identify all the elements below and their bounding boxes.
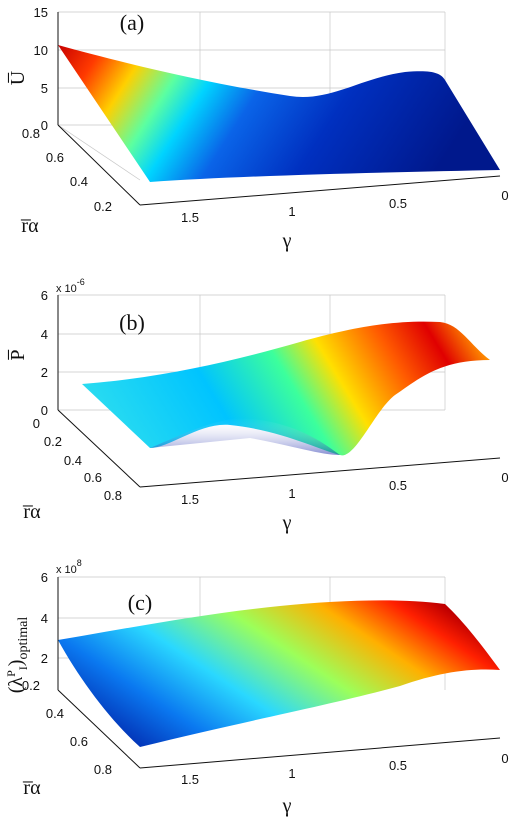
panel-c-z-tick: 2 — [41, 651, 48, 666]
panel-b-x-tick: 0.5 — [389, 478, 407, 493]
panel-a-z-label: U̅ — [7, 70, 29, 85]
panel-a-x-tick: 1 — [288, 204, 295, 219]
panel-c-x-tick: 0.5 — [389, 758, 407, 773]
panel-a-z-tick: 15 — [34, 5, 48, 20]
panel-b-y-tick: 0.4 — [64, 453, 82, 468]
panel-c-x-tick: 0 — [501, 751, 508, 766]
panel-a-y-tick: 0.6 — [46, 150, 64, 165]
panel-a-x-tick: 0 — [501, 188, 508, 203]
panel-b-surface — [82, 321, 490, 456]
panel-c-y-tick: 0.8 — [94, 762, 112, 777]
panel-c-x-tick: 1.5 — [181, 772, 199, 787]
panel-a-z-tick: 5 — [41, 81, 48, 96]
panel-a-x-tick: 0.5 — [389, 196, 407, 211]
panel-b-z-tick: 6 — [41, 288, 48, 303]
panel-b-x-tick: 1 — [288, 486, 295, 501]
panel-a-y-tick: 0.4 — [70, 174, 88, 189]
panel-b-y-tick: 0.8 — [104, 488, 122, 503]
panel-c-exponent: x 108 — [56, 558, 82, 576]
panel-a-y-tick: 0.8 — [22, 126, 40, 141]
panel-a-z-tick: 10 — [34, 43, 48, 58]
panel-c: 6 4 2 0.2 0.4 0.6 0.8 1.5 1 0.5 0 x 108 … — [4, 558, 509, 817]
panel-a: 15 10 5 0 0.8 0.6 0.4 0.2 1.5 1 0.5 0 U̅… — [7, 5, 509, 252]
panel-a-label: (a) — [120, 10, 144, 35]
panel-b-z-label: P̅ — [7, 349, 29, 361]
panel-b-exponent: x 10-6 — [56, 277, 85, 295]
panel-a-y-label: r̅α — [20, 215, 39, 237]
panel-b: 6 4 2 0 0 0.2 0.4 0.6 0.8 1.5 1 0.5 0 x … — [7, 277, 509, 534]
panel-c-x-label: γ — [282, 795, 292, 817]
panel-a-x-tick: 1.5 — [181, 210, 199, 225]
panel-b-x-label: γ — [282, 512, 292, 534]
panel-c-label: (c) — [128, 590, 152, 615]
panel-b-surface-shade — [150, 418, 340, 455]
panel-b-y-tick: 0.6 — [84, 470, 102, 485]
panel-b-y-tick: 0.2 — [44, 434, 62, 449]
panel-c-y-label: r̅α — [22, 777, 41, 799]
panel-b-x-tick: 1.5 — [181, 492, 199, 507]
panel-c-y-tick: 0.4 — [46, 706, 64, 721]
panel-a-x-label: γ — [282, 230, 292, 252]
panel-b-x-tick: 0 — [501, 470, 508, 485]
panel-c-z-tick: 6 — [41, 570, 48, 585]
panel-c-y-tick: 0.2 — [22, 678, 40, 693]
panel-c-z-label: (λPI)optimal — [4, 617, 31, 694]
panel-b-label: (b) — [119, 310, 145, 335]
panel-b-y-tick: 0 — [33, 416, 40, 431]
panel-b-y-label: r̅α — [22, 501, 41, 523]
panel-b-z-tick: 2 — [41, 365, 48, 380]
panel-c-surface — [58, 600, 500, 747]
panel-c-y-tick: 0.6 — [70, 734, 88, 749]
panel-c-x-tick: 1 — [288, 766, 295, 781]
panel-c-z-tick: 4 — [41, 611, 48, 626]
panel-b-z-tick: 0 — [41, 403, 48, 418]
panel-a-y-tick: 0.2 — [94, 199, 112, 214]
panel-a-z-tick: 0 — [41, 118, 48, 133]
panel-b-z-tick: 4 — [41, 327, 48, 342]
panel-a-surface — [58, 45, 500, 182]
